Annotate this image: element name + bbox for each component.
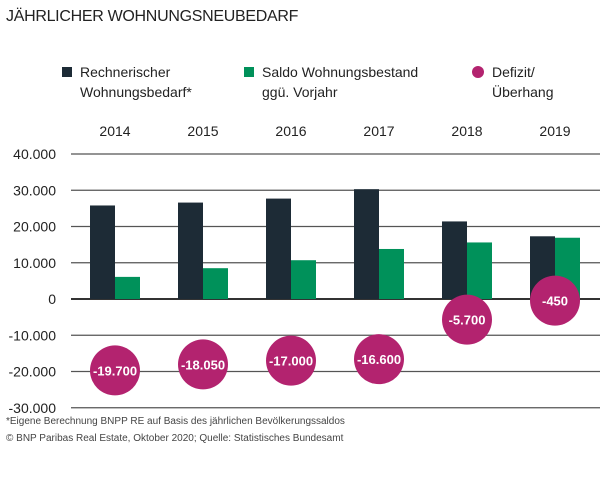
legend-label: ggü. Vorjahr <box>262 84 338 100</box>
bar-saldo <box>379 248 404 299</box>
bar-saldo <box>467 242 492 299</box>
x-tick-label: 2014 <box>99 123 130 139</box>
footnote: *Eigene Berechnung BNPP RE auf Basis des… <box>6 416 345 427</box>
x-tick-label: 2017 <box>363 123 394 139</box>
deficit-bubble <box>266 335 316 386</box>
bar-bedarf <box>178 202 203 299</box>
bar-bedarf <box>442 221 467 299</box>
legend-swatch <box>244 67 254 77</box>
deficit-bubble <box>530 275 580 326</box>
y-tick-label: -10.000 <box>9 327 57 343</box>
y-tick-label: 10.000 <box>13 255 56 271</box>
bar-saldo <box>203 268 228 299</box>
deficit-label: -18.050 <box>181 357 225 372</box>
y-tick-label: -30.000 <box>9 400 57 416</box>
deficit-bubble <box>442 294 492 345</box>
legend-label: Wohnungsbedarf* <box>80 84 192 100</box>
x-tick-label: 2016 <box>275 123 306 139</box>
legend-label: Rechnerischer <box>80 64 171 80</box>
x-tick-label: 2019 <box>539 123 570 139</box>
deficit-label: -17.000 <box>269 354 313 369</box>
bar-bedarf <box>266 198 291 299</box>
deficit-label: -5.700 <box>449 313 486 328</box>
deficit-bubble <box>354 334 404 385</box>
x-tick-label: 2015 <box>187 123 218 139</box>
x-tick-label: 2018 <box>451 123 482 139</box>
bar-saldo <box>291 260 316 299</box>
legend-label: Saldo Wohnungsbestand <box>262 64 419 80</box>
bar-bedarf <box>90 205 115 299</box>
bar-bedarf <box>354 189 379 299</box>
bar-saldo <box>115 276 140 299</box>
source-note: © BNP Paribas Real Estate, Oktober 2020;… <box>6 433 344 444</box>
legend-label: Defizit/ <box>492 64 535 80</box>
chart-title: JÄHRLICHER WOHNUNGSNEUBEDARF <box>6 8 299 25</box>
legend-label: Überhang <box>492 84 554 100</box>
legend-swatch <box>62 67 72 77</box>
legend-item-defizit: Defizit/Überhang <box>472 62 554 102</box>
deficit-label: -16.600 <box>357 352 401 367</box>
legend-swatch <box>472 66 484 78</box>
y-tick-label: -20.000 <box>9 364 57 380</box>
y-tick-label: 40.000 <box>13 146 56 162</box>
deficit-bubble <box>90 345 140 396</box>
deficit-label: -19.700 <box>93 363 137 378</box>
deficit-label: -450 <box>542 294 568 309</box>
deficit-bubble <box>178 339 228 390</box>
legend-item-bedarf: Rechnerischer Wohnungsbedarf* <box>62 62 192 102</box>
legend-item-saldo: Saldo Wohnungsbestand ggü. Vorjahr <box>244 62 418 102</box>
y-tick-label: 20.000 <box>13 219 56 235</box>
y-tick-label: 30.000 <box>13 182 56 198</box>
y-tick-label: 0 <box>48 291 56 307</box>
